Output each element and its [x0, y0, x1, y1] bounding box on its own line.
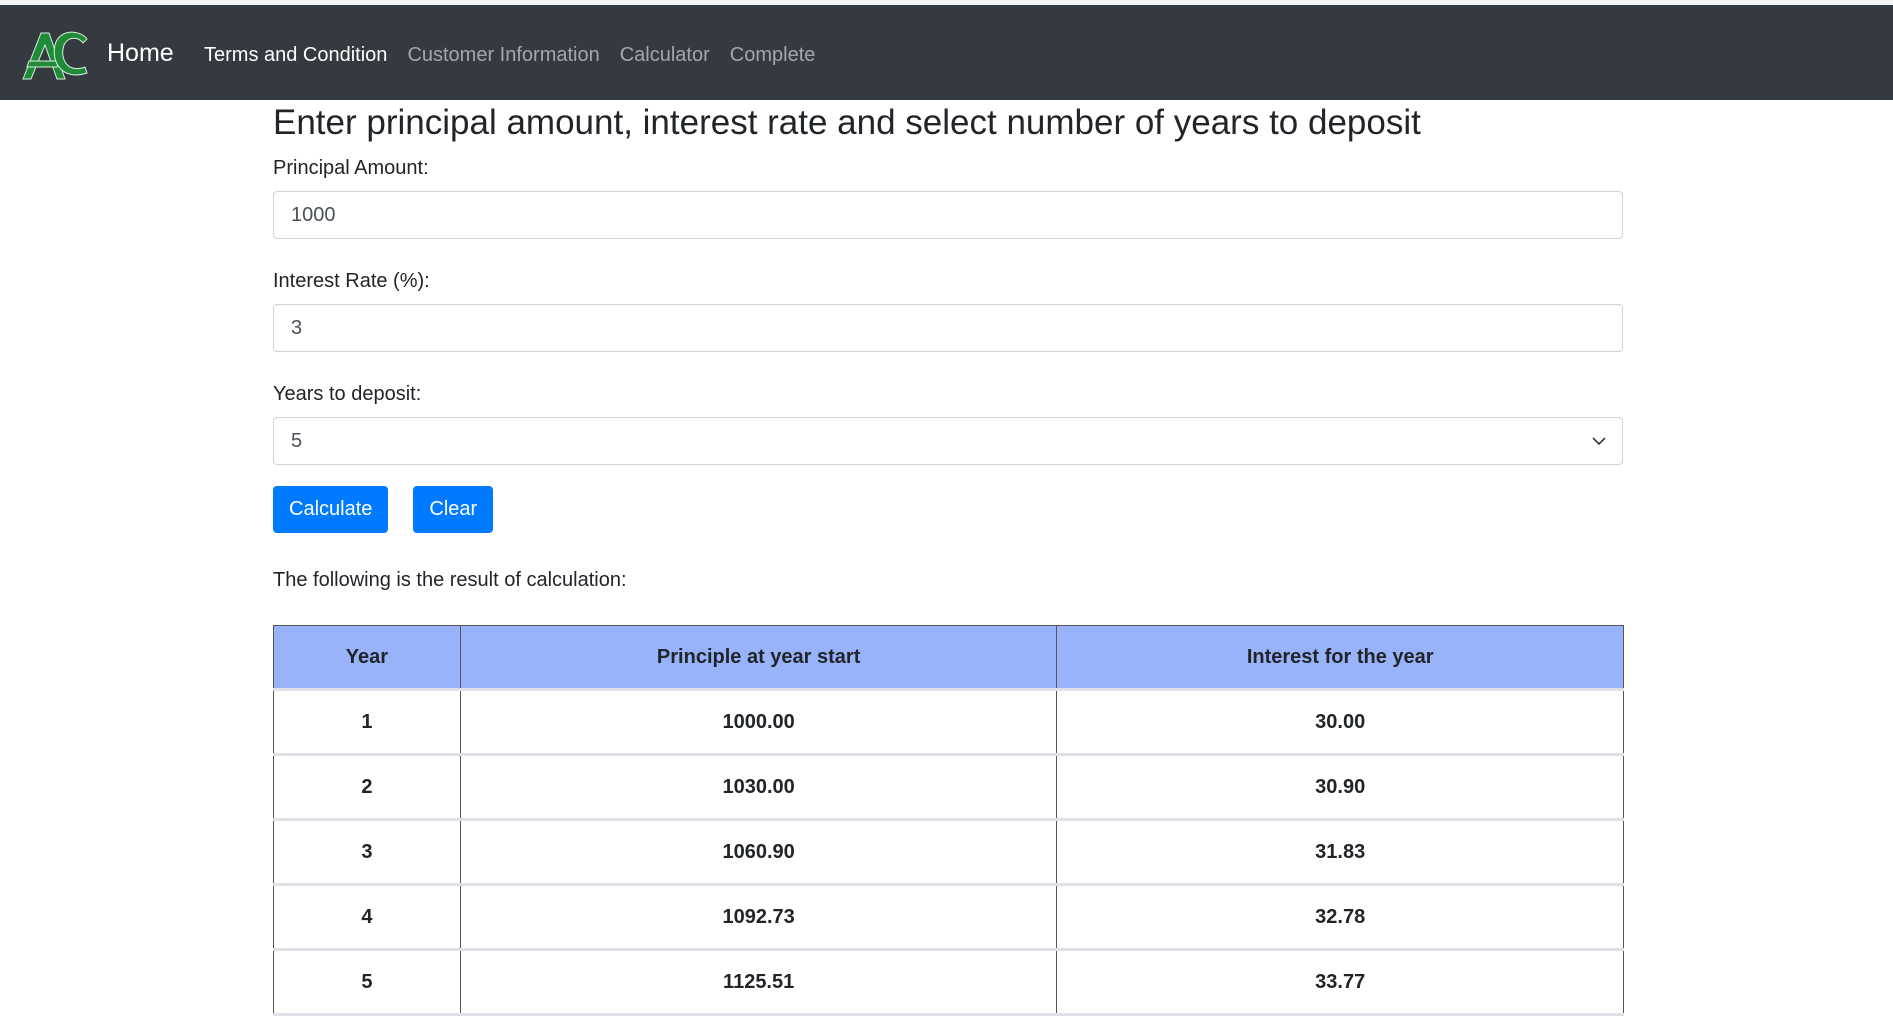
table-row: 4 1092.73 32.78	[273, 884, 1624, 951]
table-header-row: Year Principle at year start Interest fo…	[273, 625, 1624, 691]
cell-year: 4	[273, 884, 461, 951]
interest-rate-value: 3	[291, 317, 303, 339]
nav-calculator[interactable]: Calculator	[619, 44, 710, 66]
cell-principle: 1092.73	[459, 884, 1058, 951]
cell-principle: 1125.51	[459, 949, 1058, 1016]
page-title: Enter principal amount, interest rate an…	[273, 103, 1421, 142]
principal-amount-value: 1000	[291, 204, 336, 226]
nav-links: Terms and Condition Customer Information…	[204, 43, 835, 67]
results-table: Year Principle at year start Interest fo…	[273, 625, 1624, 1016]
chevron-down-icon	[1592, 437, 1606, 446]
interest-rate-input[interactable]: 3	[273, 304, 1623, 352]
nav-customer-information[interactable]: Customer Information	[407, 44, 600, 66]
header-year: Year	[273, 625, 461, 691]
interest-rate-label: Interest Rate (%):	[273, 270, 430, 292]
cell-interest: 30.00	[1056, 689, 1624, 756]
cell-year: 3	[273, 819, 461, 886]
cell-interest: 30.90	[1056, 754, 1624, 821]
table-row: 3 1060.90 31.83	[273, 819, 1624, 886]
cell-principle: 1060.90	[459, 819, 1058, 886]
cell-principle: 1000.00	[459, 689, 1058, 756]
navbar: Home Terms and Condition Customer Inform…	[0, 5, 1893, 100]
ac-logo-icon[interactable]	[19, 27, 89, 83]
cell-principle: 1030.00	[459, 754, 1058, 821]
cell-year: 5	[273, 949, 461, 1016]
home-link[interactable]: Home	[107, 39, 174, 67]
principal-label: Principal Amount:	[273, 157, 429, 179]
years-select[interactable]: 5	[273, 417, 1623, 465]
nav-terms-and-condition[interactable]: Terms and Condition	[204, 44, 388, 66]
cell-year: 2	[273, 754, 461, 821]
cell-year: 1	[273, 689, 461, 756]
calculate-button[interactable]: Calculate	[273, 486, 389, 533]
window-top-strip	[0, 0, 1893, 5]
table-row: 1 1000.00 30.00	[273, 689, 1624, 756]
header-interest: Interest for the year	[1056, 625, 1624, 691]
button-row: Calculate Clear	[273, 486, 1623, 533]
years-label: Years to deposit:	[273, 383, 422, 405]
years-selected-value: 5	[291, 430, 303, 452]
principal-amount-input[interactable]: 1000	[273, 191, 1623, 239]
table-row: 2 1030.00 30.90	[273, 754, 1624, 821]
table-row: 5 1125.51 33.77	[273, 949, 1624, 1016]
main-content: Enter principal amount, interest rate an…	[273, 100, 1624, 1016]
cell-interest: 32.78	[1056, 884, 1624, 951]
header-principle: Principle at year start	[459, 625, 1058, 691]
clear-button[interactable]: Clear	[413, 486, 494, 533]
cell-interest: 33.77	[1056, 949, 1624, 1016]
nav-complete[interactable]: Complete	[729, 44, 816, 66]
cell-interest: 31.83	[1056, 819, 1624, 886]
result-intro: The following is the result of calculati…	[273, 569, 627, 591]
